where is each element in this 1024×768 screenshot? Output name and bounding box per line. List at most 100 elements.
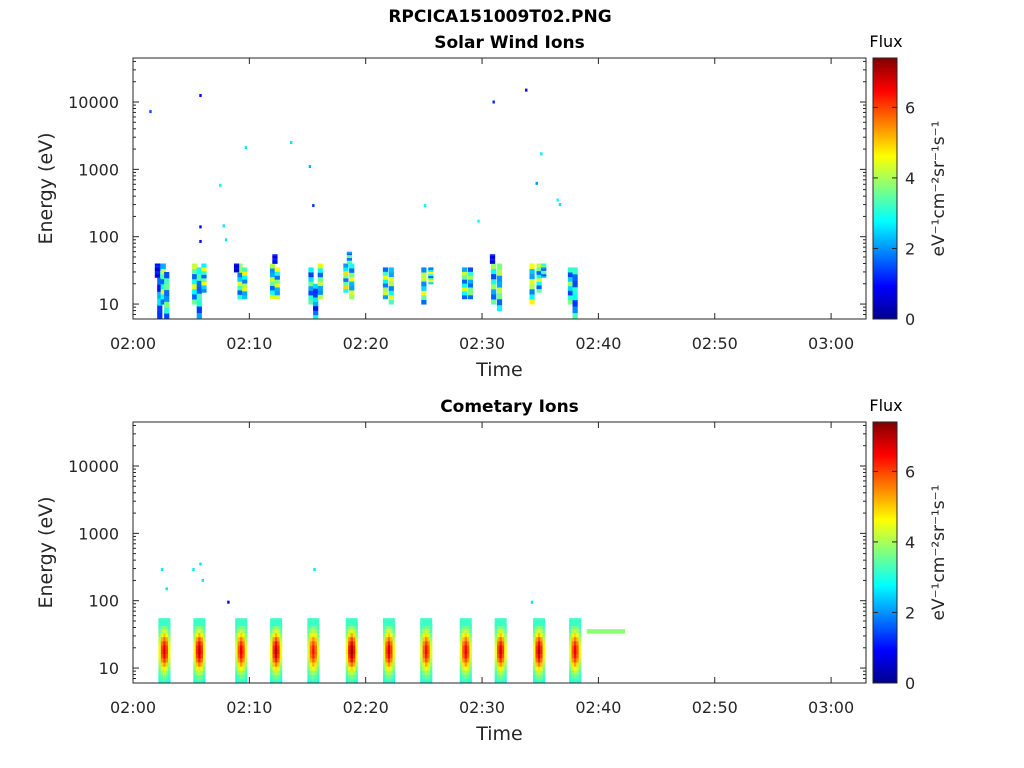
- spectrogram-cell: [308, 271, 314, 278]
- spectrogram-cell: [316, 636, 320, 642]
- spectrogram-cell: [272, 255, 278, 258]
- spectrogram-cell: [164, 271, 170, 279]
- spectrogram-cell: [382, 286, 389, 292]
- spectrogram-cell: [355, 661, 358, 667]
- spectrogram-cell: [392, 674, 396, 680]
- spectrogram-cell: [237, 636, 241, 642]
- spectrogram-cell: [274, 283, 280, 288]
- spectrogram-cell: [195, 670, 199, 676]
- spectrogram-cell: [198, 661, 201, 667]
- spectrogram-cell: [352, 624, 356, 629]
- spectrogram-cell: [466, 661, 470, 667]
- spectrogram-cell: [388, 281, 394, 287]
- spectrogram-cell: [270, 624, 273, 629]
- spectrogram-cell: [387, 624, 391, 629]
- spectrogram-cell: [567, 276, 574, 282]
- spectrogram-cell: [542, 653, 546, 659]
- spectrogram-cell: [168, 653, 171, 659]
- spectrogram-cell: [272, 256, 278, 259]
- spectrogram-cell: [469, 653, 472, 659]
- spectrogram-cell: [279, 674, 283, 680]
- spectrogram-cell: [165, 657, 169, 663]
- spectrogram-cell: [466, 670, 470, 676]
- spectrogram-cell: [529, 268, 535, 275]
- spectrogram-cell: [349, 267, 355, 273]
- spectrogram-cell: [429, 670, 433, 676]
- x-tick-label: 02:20: [343, 698, 389, 717]
- spectrogram-cell: [312, 666, 315, 671]
- spectrogram-cell: [309, 649, 313, 655]
- spectrogram-cell: [535, 674, 538, 680]
- spectrogram-cell: [569, 666, 572, 671]
- spectrogram-cell: [504, 628, 507, 633]
- spectrogram-cell: [382, 632, 386, 638]
- spectrogram-cell: [382, 624, 386, 629]
- colorbar-tick-label: 2: [905, 239, 915, 258]
- spectrogram-cell: [427, 645, 430, 650]
- spectrogram-cell: [233, 266, 240, 269]
- spectrogram-cell: [540, 645, 543, 650]
- spectrogram-cell: [277, 666, 280, 671]
- spectrogram-cell: [542, 632, 546, 638]
- spectrogram-band: [586, 629, 626, 634]
- spectrogram-cell: [459, 653, 463, 659]
- spectrogram-cell: [536, 277, 542, 282]
- spectrogram-cell: [279, 624, 283, 629]
- spectrogram-cell: [542, 628, 546, 633]
- spectrogram-cell: [309, 636, 313, 642]
- spectrogram-cell: [542, 636, 546, 642]
- spectrogram-cell: [573, 666, 577, 671]
- spectrogram-cell: [277, 624, 280, 629]
- spectrogram-cell: [464, 632, 468, 638]
- spectrogram-cell: [467, 279, 474, 284]
- spectrogram-cell: [158, 674, 161, 680]
- spectrogram-cell: [307, 657, 310, 663]
- spectrogram-cell: [382, 670, 386, 676]
- spectrogram-cell: [244, 624, 248, 629]
- spectrogram-cell: [390, 661, 393, 667]
- spectrogram-cell: [242, 653, 245, 659]
- spectrogram-cell: [270, 267, 276, 273]
- spectrogram-cell: [385, 640, 388, 646]
- spectrogram-cell: [308, 285, 314, 291]
- spectrogram-cell: [499, 645, 502, 650]
- spectrogram-cell: [388, 299, 394, 305]
- spectrogram-point: [192, 568, 195, 572]
- x-tick-label: 02:00: [110, 698, 156, 717]
- spectrogram-cell: [540, 640, 543, 646]
- spectrogram-cell: [277, 632, 280, 638]
- spectrogram-cell: [501, 636, 505, 642]
- spectrogram-cell: [461, 286, 468, 292]
- spectrogram-cell: [533, 624, 536, 629]
- spectrogram-cell: [499, 653, 502, 659]
- spectrogram-cell: [309, 628, 313, 633]
- spectrogram-cell: [501, 645, 505, 650]
- spectrogram-cell: [427, 661, 430, 667]
- spectrogram-cell: [459, 649, 463, 655]
- spectrogram-cell: [504, 661, 507, 667]
- spectrogram-cell: [461, 294, 468, 300]
- spectrogram-cell: [312, 661, 315, 667]
- spectrogram-cell: [571, 670, 575, 676]
- spectrogram-point: [312, 204, 315, 208]
- spectrogram-cell: [542, 645, 546, 650]
- spectrogram-cell: [355, 657, 358, 663]
- spectrogram-cell: [313, 310, 319, 316]
- spectrogram-cell: [277, 640, 280, 646]
- spectrogram-cell: [193, 670, 196, 676]
- spectrogram-cell: [154, 273, 161, 277]
- spectrogram-cell: [242, 271, 248, 276]
- spectrogram-cell: [464, 624, 468, 629]
- spectrogram-cell: [542, 657, 546, 663]
- spectrogram-cell: [382, 674, 386, 680]
- spectrogram-cell: [352, 661, 356, 667]
- spectrogram-cell: [461, 267, 468, 272]
- spectrogram-cell: [307, 670, 310, 676]
- spectrogram-cell: [489, 256, 496, 259]
- spectrogram-cell: [385, 674, 388, 680]
- spectrogram-cell: [202, 674, 206, 680]
- spectrogram-cell: [466, 640, 470, 646]
- spectrogram-cell: [573, 624, 577, 629]
- spectrogram-cell: [349, 272, 355, 278]
